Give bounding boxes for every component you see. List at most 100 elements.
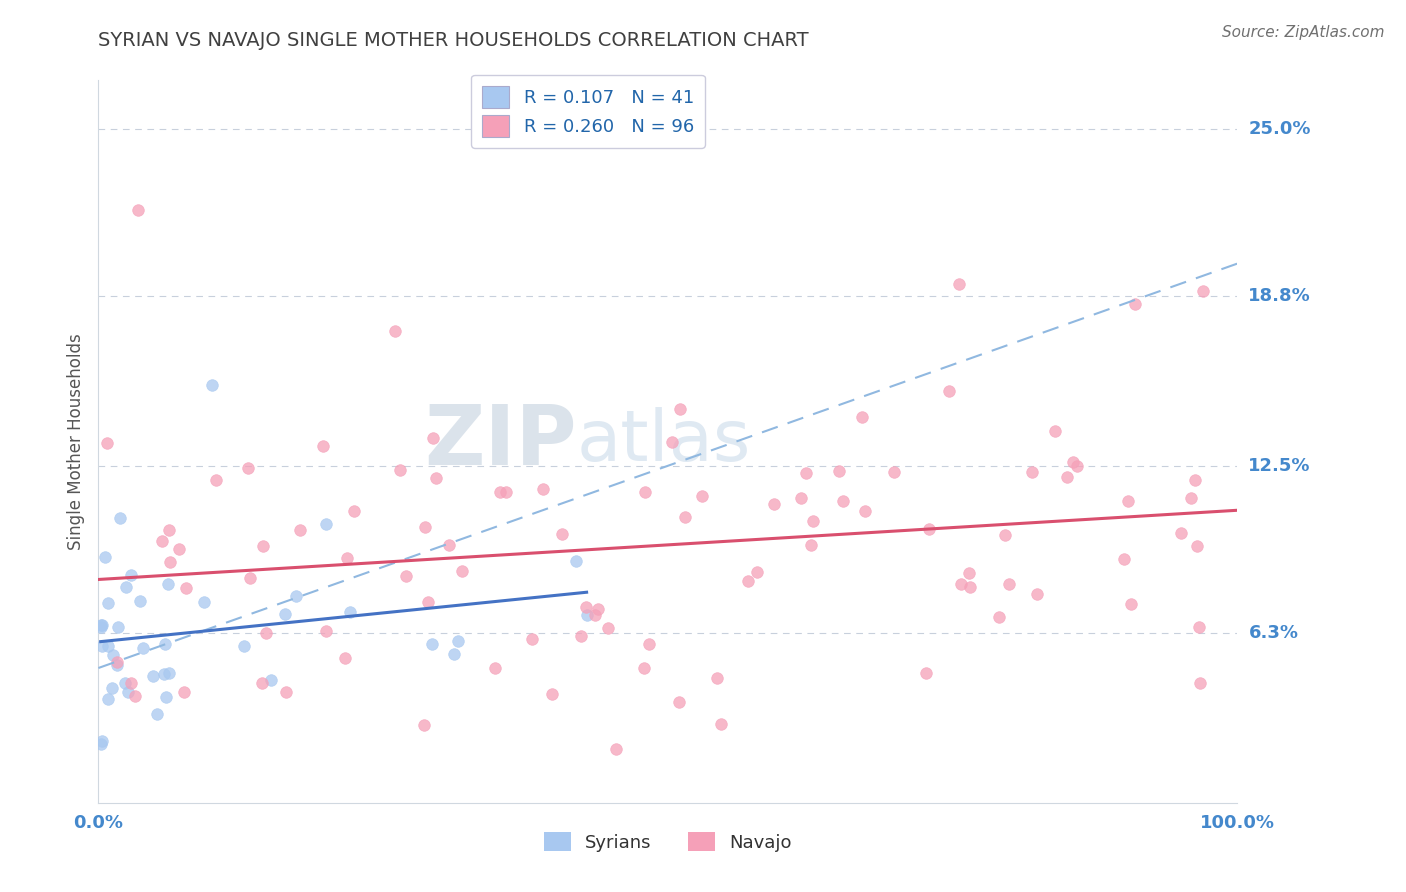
Point <box>343 503 366 517</box>
Point <box>747 566 769 580</box>
Text: 6.3%: 6.3% <box>1249 624 1298 642</box>
Text: SYRIAN VS NAVAJO SINGLE MOTHER HOUSEHOLDS CORRELATION CHART: SYRIAN VS NAVAJO SINGLE MOTHER HOUSEHOLD… <box>98 31 808 50</box>
Point <box>569 629 592 643</box>
Point <box>668 695 690 709</box>
Point <box>998 576 1021 591</box>
Point <box>1123 297 1146 311</box>
Point <box>132 640 155 655</box>
Point <box>633 661 655 675</box>
Point <box>1025 586 1047 600</box>
Point <box>1043 424 1066 438</box>
Point <box>531 482 554 496</box>
Point <box>957 566 980 580</box>
Point <box>256 626 278 640</box>
Point <box>236 460 259 475</box>
Point <box>250 676 273 690</box>
Point <box>416 595 439 609</box>
Point <box>127 202 149 217</box>
Point <box>1112 552 1135 566</box>
Point <box>1021 465 1043 479</box>
Point <box>93 549 115 564</box>
Point <box>661 434 683 449</box>
Point <box>450 564 472 578</box>
Point <box>167 542 190 557</box>
Point <box>439 538 461 552</box>
Point <box>157 523 180 537</box>
Point <box>232 639 254 653</box>
Point <box>90 618 112 632</box>
Point <box>420 637 443 651</box>
Point <box>994 528 1017 542</box>
Point <box>489 484 512 499</box>
Point <box>1118 493 1140 508</box>
Point <box>668 402 690 417</box>
Point <box>311 439 333 453</box>
Point <box>794 466 817 480</box>
Point <box>114 580 136 594</box>
Point <box>394 569 416 583</box>
Point <box>1180 491 1202 505</box>
Point <box>315 517 337 532</box>
Point <box>634 485 657 500</box>
Text: Source: ZipAtlas.com: Source: ZipAtlas.com <box>1222 25 1385 40</box>
Point <box>128 594 150 608</box>
Point <box>1062 455 1084 469</box>
Point <box>1192 284 1215 298</box>
Point <box>1184 473 1206 487</box>
Point <box>201 378 224 392</box>
Point <box>413 520 436 534</box>
Point <box>97 596 120 610</box>
Point <box>596 621 619 635</box>
Point <box>124 689 146 703</box>
Point <box>1188 676 1211 690</box>
Text: atlas: atlas <box>576 407 751 476</box>
Point <box>90 738 112 752</box>
Point <box>484 661 506 675</box>
Point <box>422 430 444 444</box>
Point <box>948 277 970 291</box>
Point <box>97 692 120 706</box>
Point <box>288 523 311 537</box>
Point <box>914 665 936 680</box>
Point <box>193 595 215 609</box>
Point <box>173 685 195 699</box>
Point <box>1188 620 1211 634</box>
Point <box>565 554 588 568</box>
Point <box>273 607 295 621</box>
Point <box>90 620 112 634</box>
Point <box>97 639 120 653</box>
Point <box>917 522 939 536</box>
Point <box>91 639 114 653</box>
Text: 25.0%: 25.0% <box>1249 120 1310 137</box>
Point <box>673 509 696 524</box>
Point <box>105 658 128 673</box>
Point <box>108 510 131 524</box>
Text: ZIP: ZIP <box>425 401 576 482</box>
Point <box>333 651 356 665</box>
Point <box>605 742 627 756</box>
Point <box>150 533 173 548</box>
Point <box>690 489 713 503</box>
Point <box>831 494 853 508</box>
Point <box>155 637 177 651</box>
Point <box>120 568 142 582</box>
Point <box>155 690 177 705</box>
Point <box>142 668 165 682</box>
Point <box>938 384 960 398</box>
Text: 12.5%: 12.5% <box>1249 457 1310 475</box>
Point <box>583 608 606 623</box>
Point <box>96 435 118 450</box>
Point <box>107 620 129 634</box>
Point <box>495 484 517 499</box>
Point <box>101 681 124 696</box>
Point <box>790 491 813 505</box>
Point <box>443 647 465 661</box>
Point <box>146 706 169 721</box>
Point <box>522 632 544 647</box>
Point <box>114 676 136 690</box>
Point <box>883 465 905 479</box>
Point <box>153 667 176 681</box>
Point <box>988 610 1011 624</box>
Point <box>1056 470 1078 484</box>
Point <box>575 600 598 615</box>
